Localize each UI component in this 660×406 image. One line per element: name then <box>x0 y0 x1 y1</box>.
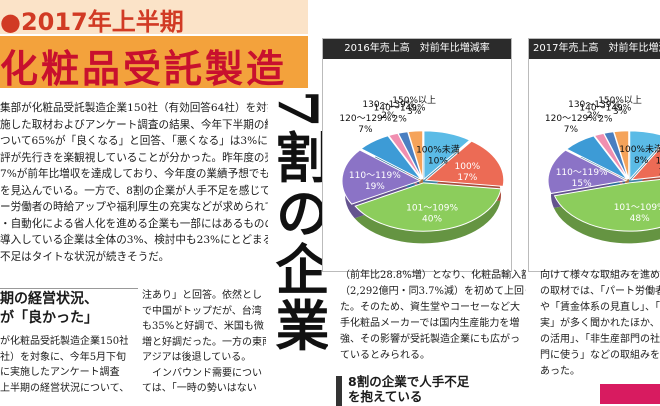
headline-line: 8割の企業で人手不足 <box>348 374 470 389</box>
pie-slice-label: 140～149% 2% <box>579 104 631 125</box>
body-line: 門に使う」などの取組みを進 <box>540 350 660 361</box>
body-line: 手化粧品メーカーでは国内生産能力を増 <box>340 318 520 329</box>
pie-slice-label: 101～109%48% <box>614 203 660 224</box>
body-line: ては、「一時の勢いはない <box>142 383 257 394</box>
pie-slice <box>629 130 660 181</box>
header-title-band <box>0 36 308 88</box>
body-line: で中国がトップだが、台湾 <box>142 305 262 317</box>
lead-line: 7%が前年比増収を達成しており、今年度の業績予想でも <box>0 168 268 180</box>
body-line: あった。 <box>540 366 580 377</box>
header-title: 化粧品受託製造 <box>0 47 288 91</box>
body-line: の取材では、「パート労働者の <box>540 286 660 297</box>
pie-slice-label: 110～119% 19% <box>349 171 401 192</box>
pie-slice-label: 100%未満 10% <box>416 143 460 166</box>
header-top-band <box>0 0 308 34</box>
pie-slice <box>613 130 630 180</box>
body-column-4: 向けて様々な取組みを進め の取材では、「パート労働者の や「賃金体系の見直し」、… <box>540 268 660 380</box>
pie-slice <box>565 135 628 180</box>
article-header: ●2017年上半期 化粧品受託製造 <box>0 0 308 92</box>
pie-slice <box>354 182 502 232</box>
lead-line: ー労働者の時給アップや福利厚生の充実などが求められて <box>0 201 268 213</box>
body-line: 注あり」と回答。依然とし <box>142 290 262 301</box>
body-line: ているとみられる。 <box>340 350 430 361</box>
pie-slice <box>341 149 422 205</box>
body-line: アジアは後退している。 <box>142 352 252 363</box>
body-line: や「賃金体系の見直し」、「福利 <box>540 302 660 313</box>
body-line: 増と好調だった。一方の東南 <box>142 336 266 348</box>
body-line: た。そのため、資生堂やコーセーなど大 <box>340 302 520 313</box>
body-line: （前年比28.8%増）となり、化粧品輸入額 <box>340 270 526 281</box>
lead-line: 評が先行きを楽観視していることが分かった。昨年度の売 <box>0 151 268 164</box>
pie-slice-label: 100%14% <box>656 157 660 178</box>
headline-line: を抱えている <box>348 389 423 404</box>
body-line: インバウンド需要につい <box>142 367 262 379</box>
pie-slice-label: 120～129% 7% <box>545 114 597 135</box>
pie-slice-label: 150%以上 3% <box>392 95 436 117</box>
section-tag <box>600 384 660 404</box>
pie-slice <box>630 147 660 181</box>
body-line: （2,292億円・同3.7%減）を初めて上回っ <box>340 286 526 297</box>
lead-paragraph: 集部が化粧品受託製造企業150社（有効回答64社）を対象 施した取材およびアンケ… <box>0 100 268 265</box>
pie-slice-label: 150%以上 3% <box>598 95 642 117</box>
chart-title: 2016年売上高 対前年比増減率 <box>323 39 511 59</box>
header-year-line: ●2017年上半期 <box>0 8 184 36</box>
body-line: に実施したアンケート調査 <box>0 367 120 378</box>
lead-line: 集部が化粧品受託製造企業150社（有効回答64社）を対象 <box>0 102 268 114</box>
pie-slice-label: 100%未満 8% <box>619 143 660 166</box>
subhead-rule <box>0 288 138 289</box>
vertical-headline: 7割の企業で <box>266 90 328 354</box>
pie-slice-label: 110～119% 15% <box>556 168 608 189</box>
lead-line: ついて65%が「良くなる」と回答、「悪くなる」は3%にと <box>0 135 268 147</box>
pie-chart-svg: 100%未満 10%100% 17% 101～109% 40%110～119% 19% 12… <box>339 95 505 244</box>
pie-slice <box>553 178 660 232</box>
pie-slice <box>547 149 628 195</box>
pie-chart-svg: 100%未満8%100%14% 101～109%48% 110～119%15% 120… <box>545 95 660 244</box>
pie-slice <box>360 135 422 180</box>
pie-slice-label: 130～139% 2% <box>362 100 414 121</box>
body-line: 実」が多く聞かれたほか、「 <box>540 318 660 329</box>
lead-line: 不足はタイトな状況が続きそうだ。 <box>0 250 170 263</box>
chart-title: 2017年売上高 対前年比増減率 <box>529 39 660 59</box>
body-line: も35%と好調で、米国も微 <box>142 321 264 332</box>
pie-slice <box>423 130 471 181</box>
pie-chart-2017: 2017年売上高 対前年比増減率 100%未満8%100%14% 101～109%… <box>528 38 660 272</box>
pie-slice-label: 140～149% 2% <box>374 104 426 125</box>
subhead: 期の経営状況、 が「良かった」 <box>0 290 98 328</box>
lead-line: 施した取材およびアンケート調査の結果、今年下半期の経 <box>0 118 268 131</box>
pie-slice-label: 100% 17% <box>455 162 481 183</box>
pie-chart-2016: 2016年売上高 対前年比増減率 100%未満 10% 100% 17% 101～109… <box>322 38 512 272</box>
pie-slice-label: 101～109% 40% <box>406 203 458 224</box>
pie-slice-label: 120～129% 7% <box>339 114 391 135</box>
body-column-3: （前年比28.8%増）となり、化粧品輸入額 （2,292億円・同3.7%減）を初… <box>340 268 526 364</box>
pie-slice <box>407 130 424 180</box>
body-line: 向けて様々な取組みを進め <box>540 270 660 281</box>
body-line: 強、その影響が受託製造企業にも広がっ <box>340 334 520 345</box>
body-line: 上半期の経営状況について、 <box>0 382 128 394</box>
lead-line: を見込んでいる。一方で、8割の企業が人手不足を感じて <box>0 184 268 197</box>
pie-slice <box>424 140 505 187</box>
lead-line: 導入している企業は全体の3%、検討中も23%にとどまる <box>0 234 268 246</box>
body-line: 社）を対象に、今年5月下旬 <box>0 351 127 363</box>
subhead-line: が「良かった」 <box>0 310 98 326</box>
body-column-2: 注あり」と回答。依然とし で中国がトップだが、台湾 も35%と好調で、米国も微 … <box>142 288 266 397</box>
body-line: の活用」、「非生産部門の社 <box>540 334 660 345</box>
subhead-line: 期の経営状況、 <box>0 291 98 307</box>
headline-bar <box>336 376 342 406</box>
body-line: が化粧品受託製造企業150社 <box>0 336 128 347</box>
body-column-1: が化粧品受託製造企業150社 社）を対象に、今年5月下旬 に実施したアンケート調… <box>0 334 128 396</box>
pie-slice-label: 130～139% 2% <box>568 100 620 121</box>
lead-line: ・自動化による省人化を進める企業も一部にはあるものの、 <box>0 217 268 230</box>
